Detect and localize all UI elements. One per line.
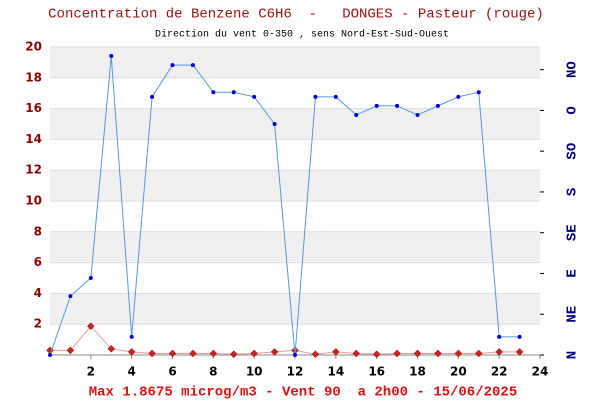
point <box>109 54 114 59</box>
y-tick-label: 16 <box>25 101 42 115</box>
point <box>497 334 502 339</box>
point <box>190 63 195 68</box>
point <box>454 349 463 358</box>
y2-tick-label: SE <box>565 224 581 241</box>
chart-subtitle: Direction du vent 0-350 , sens Nord-Est-… <box>155 29 449 41</box>
y-tick-label: 10 <box>25 194 42 208</box>
point <box>229 350 238 359</box>
x-tick-label: 12 <box>287 365 304 379</box>
x-tick-label: 24 <box>532 365 549 379</box>
point <box>352 349 361 358</box>
point <box>150 94 155 99</box>
y2-tick-label: S <box>565 188 581 196</box>
band <box>50 231 540 263</box>
point <box>168 349 177 358</box>
point <box>48 353 52 357</box>
point <box>211 90 216 95</box>
point <box>372 350 381 359</box>
point <box>66 346 75 355</box>
point <box>127 348 136 356</box>
point <box>495 348 504 356</box>
point <box>474 349 483 358</box>
point <box>393 349 401 358</box>
y-tick-label: 8 <box>34 224 42 238</box>
chart-title: Concentration de Benzene C6H6 - DONGES -… <box>48 7 544 23</box>
x-tick-label: 2 <box>87 365 95 379</box>
x-tick-label: 16 <box>368 365 385 379</box>
band <box>50 108 540 140</box>
y2-tick-label: N <box>565 351 581 359</box>
y-tick-label: 18 <box>25 70 42 84</box>
y-tick-label: 6 <box>34 255 42 269</box>
point <box>354 112 359 117</box>
x-tick-label: 6 <box>168 365 176 379</box>
point <box>517 334 522 339</box>
point <box>68 294 73 299</box>
y2-tick-label: O <box>565 106 581 114</box>
point <box>333 94 338 99</box>
point <box>189 349 197 358</box>
point <box>456 94 461 99</box>
x-tick-label: 22 <box>491 365 508 379</box>
y-tick-label: 20 <box>25 40 42 54</box>
y-tick-label: 12 <box>25 163 42 177</box>
point <box>88 276 93 280</box>
point <box>395 103 400 108</box>
y2-tick-label: SO <box>565 143 581 160</box>
x-tick-label: 18 <box>409 365 426 379</box>
point <box>435 103 440 108</box>
y-tick-label: 14 <box>25 132 42 146</box>
point <box>129 334 134 339</box>
point <box>515 348 524 356</box>
point <box>415 112 420 117</box>
point <box>374 103 379 108</box>
x-tick-label: 8 <box>209 365 217 379</box>
point <box>170 63 175 68</box>
point <box>434 349 442 358</box>
y2-tick-label: NO <box>565 61 581 78</box>
point <box>331 348 340 356</box>
point <box>272 122 277 126</box>
point <box>270 348 279 356</box>
point <box>250 349 259 358</box>
chart-footer: Max 1.8675 microg/m3 - Vent 90 a 2h00 - … <box>89 385 517 400</box>
x-tick-label: 4 <box>127 365 135 379</box>
point <box>86 322 95 331</box>
point <box>413 349 422 358</box>
x-tick-label: 20 <box>450 365 467 379</box>
point <box>293 353 297 357</box>
x-tick-label: 14 <box>327 365 344 379</box>
bands <box>50 47 540 325</box>
point <box>231 90 236 95</box>
y-tick-label: 2 <box>34 317 42 331</box>
series-line <box>49 56 520 356</box>
band <box>50 170 540 201</box>
y-tick-label: 4 <box>34 286 42 300</box>
point <box>148 349 156 358</box>
point <box>313 94 318 99</box>
y2-tick-label: E <box>565 269 581 277</box>
point <box>252 94 257 99</box>
point <box>209 349 218 358</box>
band <box>50 47 540 78</box>
x-tick-label: 10 <box>246 365 263 379</box>
band <box>50 293 540 325</box>
point <box>311 350 320 359</box>
y2-tick-label: NE <box>565 306 581 323</box>
point <box>107 344 116 353</box>
point <box>476 90 481 95</box>
